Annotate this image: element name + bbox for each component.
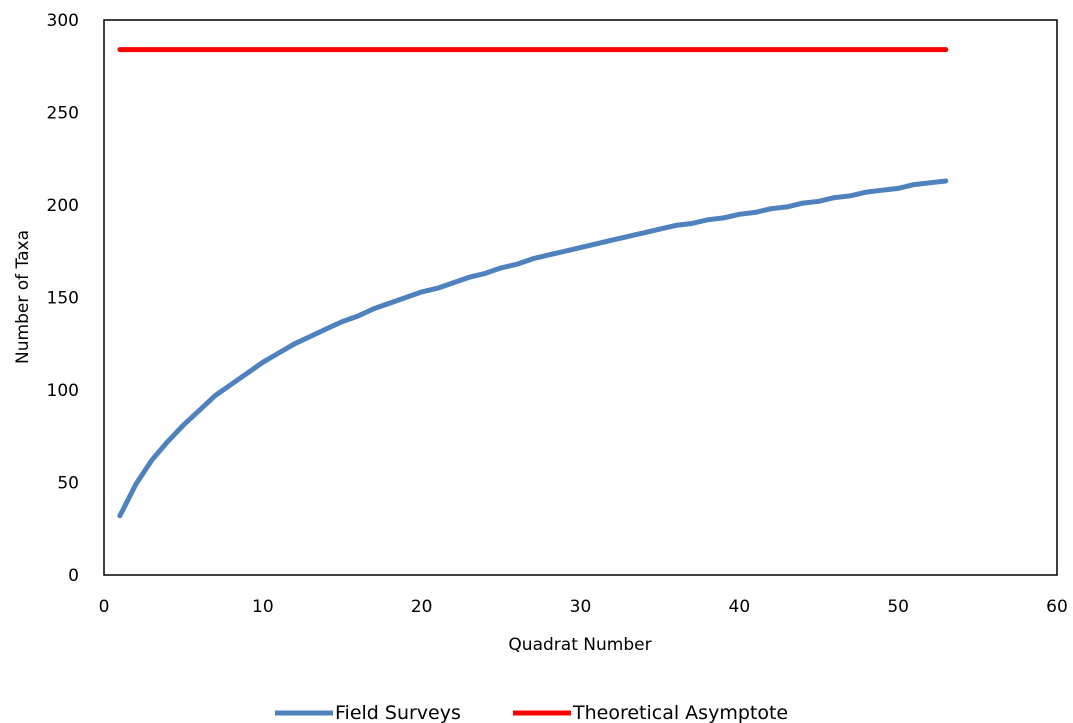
x-tick-label: 40 (729, 597, 751, 617)
x-tick-label: 30 (570, 597, 592, 617)
x-axis-title: Quadrat Number (508, 635, 651, 655)
y-tick-label: 150 (47, 289, 79, 309)
x-tick-label: 50 (887, 597, 909, 617)
legend-label-theoretical-asymptote: Theoretical Asymptote (572, 702, 788, 723)
x-tick-label: 20 (411, 597, 433, 617)
series-layer (117, 47, 949, 519)
y-tick-label: 200 (47, 196, 79, 216)
x-tick-label: 10 (252, 597, 274, 617)
plot-area (103, 19, 1058, 576)
series-line-field-surveys (117, 178, 949, 519)
x-axis-ticks: 0 10 20 30 40 50 60 (99, 597, 1068, 617)
y-tick-label: 0 (68, 566, 79, 586)
y-tick-label: 100 (47, 381, 79, 401)
y-tick-label: 300 (47, 11, 79, 31)
y-axis-title: Number of Taxa (13, 230, 33, 364)
x-tick-label: 60 (1046, 597, 1068, 617)
y-tick-label: 250 (47, 104, 79, 124)
y-axis-ticks: 0 50 100 150 200 250 300 (47, 11, 79, 586)
y-tick-label: 50 (57, 474, 79, 494)
x-tick-label: 0 (99, 597, 110, 617)
legend-label-field-surveys: Field Surveys (335, 702, 461, 723)
legend: Field Surveys Theoretical Asymptote (275, 702, 788, 723)
